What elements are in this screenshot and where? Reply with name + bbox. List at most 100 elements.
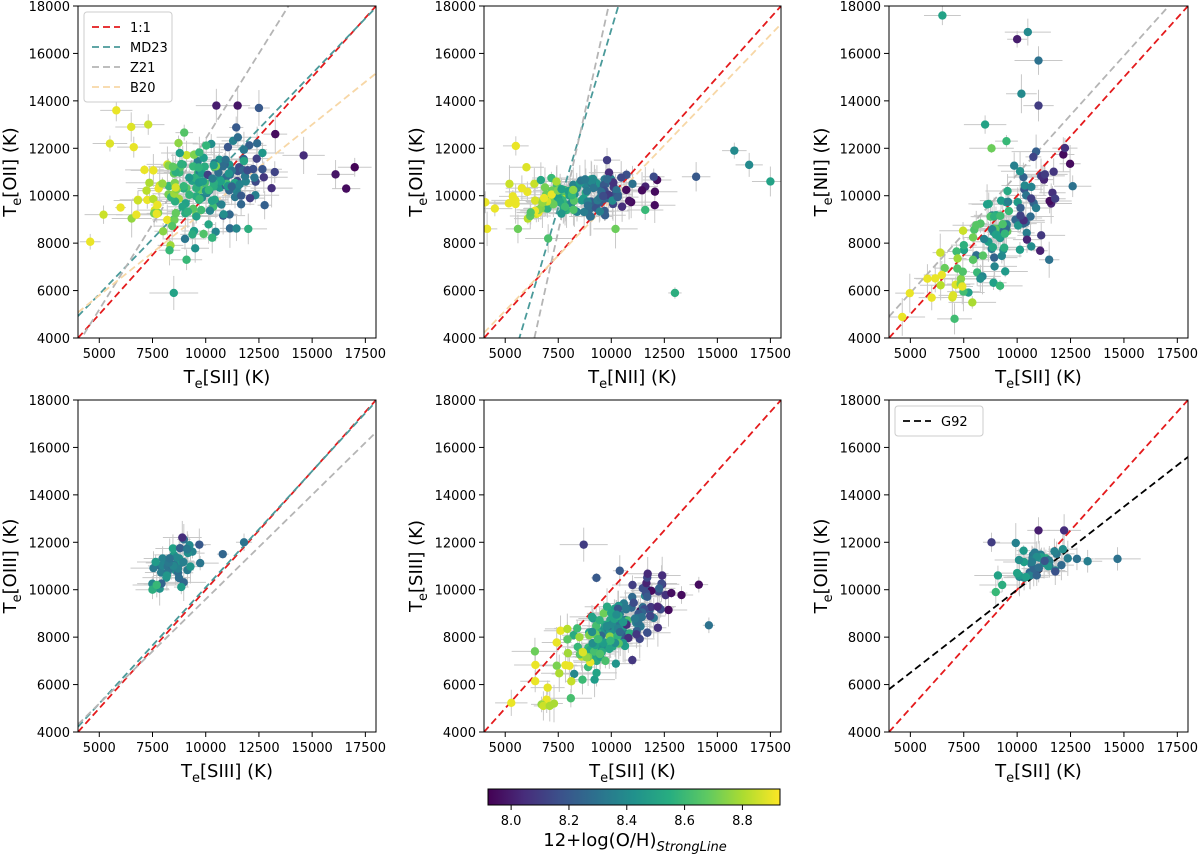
data-point [192,212,201,221]
data-point [611,659,621,668]
data-point [637,186,647,195]
data-point [508,192,518,201]
data-point [174,138,183,148]
data-point [628,655,637,665]
data-point [586,212,595,221]
panel-bottom-left: 5000 7500 10000 12500 15000 17500 4000 6000 8000… [0,394,386,786]
data-point [245,193,255,203]
y-axis-label: Te[OII] (K) [0,127,25,217]
data-point [1032,571,1041,580]
data-point [617,202,627,211]
data-point [580,175,590,184]
data-point [199,229,208,239]
data-point [530,647,540,656]
data-point [624,633,633,643]
data-point [587,177,596,186]
y-tick-label: 6000 [37,679,70,694]
data-points [507,540,714,711]
data-point [175,543,185,553]
data-point [1019,546,1028,555]
legend-entry: G92 [941,415,968,430]
data-point [569,205,578,214]
data-point [1009,161,1019,170]
plot-area [78,400,376,732]
data-point [132,210,141,219]
data-point [560,202,570,212]
x-axis-label: Te[SII] (K) [588,761,676,786]
data-point [227,182,236,191]
data-point [1021,572,1031,582]
y-tick-label: 14000 [840,95,881,110]
x-tick-label: 5000 [489,347,522,362]
data-point [180,128,189,137]
x-tick-label: 10000 [185,741,226,756]
data-point [536,175,546,185]
x-tick-label: 17500 [1157,347,1198,362]
data-point [1001,267,1010,276]
x-tick-label: 17500 [750,741,791,756]
data-point [1022,235,1032,244]
data-point [613,192,622,202]
data-point [244,224,253,234]
data-point [998,219,1007,229]
data-point [936,248,945,257]
y-axis-label: Te[OIII] (K) [0,519,25,615]
data-point [190,244,200,253]
data-point [204,220,213,229]
data-point [1063,554,1073,563]
x-tick-label: 17500 [750,347,791,362]
data-point [105,139,115,148]
data-point [898,312,907,322]
data-point [129,142,138,152]
data-point [216,177,225,186]
data-points [148,533,249,594]
data-point [1015,167,1025,176]
data-point [175,148,185,158]
data-point [233,133,243,142]
data-point [225,210,234,219]
x-tick-label: 15000 [697,347,738,362]
y-tick-label: 4000 [443,726,476,741]
data-point [989,212,999,221]
data-point [590,675,599,684]
y-tick-label: 8000 [37,631,70,646]
data-point [730,146,739,155]
data-point [578,648,588,657]
data-point [980,120,990,129]
data-point [197,205,206,215]
data-point [1037,231,1046,240]
data-points [987,526,1122,597]
data-point [235,180,244,189]
y-tick-label: 16000 [29,441,70,456]
x-tick-label: 10000 [591,741,632,756]
data-point [972,221,981,230]
y-tick-label: 14000 [29,95,70,110]
x-tick-label: 15000 [291,741,332,756]
line-md23 [78,400,376,728]
data-point [595,615,604,625]
y-axis-label: Te[SIII] (K) [406,520,431,613]
data-point [221,155,230,164]
data-point [1004,206,1014,216]
data-point [569,669,579,679]
data-point [547,190,556,199]
data-point [653,602,662,611]
y-axis-label: Te[OIII] (K) [811,519,836,615]
y-tick-label: 14000 [29,489,70,504]
x-tick-label: 12500 [1050,741,1091,756]
x-tick-label: 15000 [1103,741,1144,756]
data-point [207,196,217,205]
data-point [1020,181,1029,190]
data-point [968,298,977,307]
x-axis-label: Te[NII] (K) [587,367,677,392]
data-point [194,163,203,172]
data-point [958,267,968,276]
data-point [236,191,246,200]
y-tick-label: 18000 [435,394,476,409]
data-point [243,166,252,175]
data-point [958,282,967,291]
data-point [178,202,187,211]
data-point [1027,182,1036,192]
colorbar-tick-label: 8.0 [501,814,522,829]
legend-entry: 1:1 [130,21,151,36]
